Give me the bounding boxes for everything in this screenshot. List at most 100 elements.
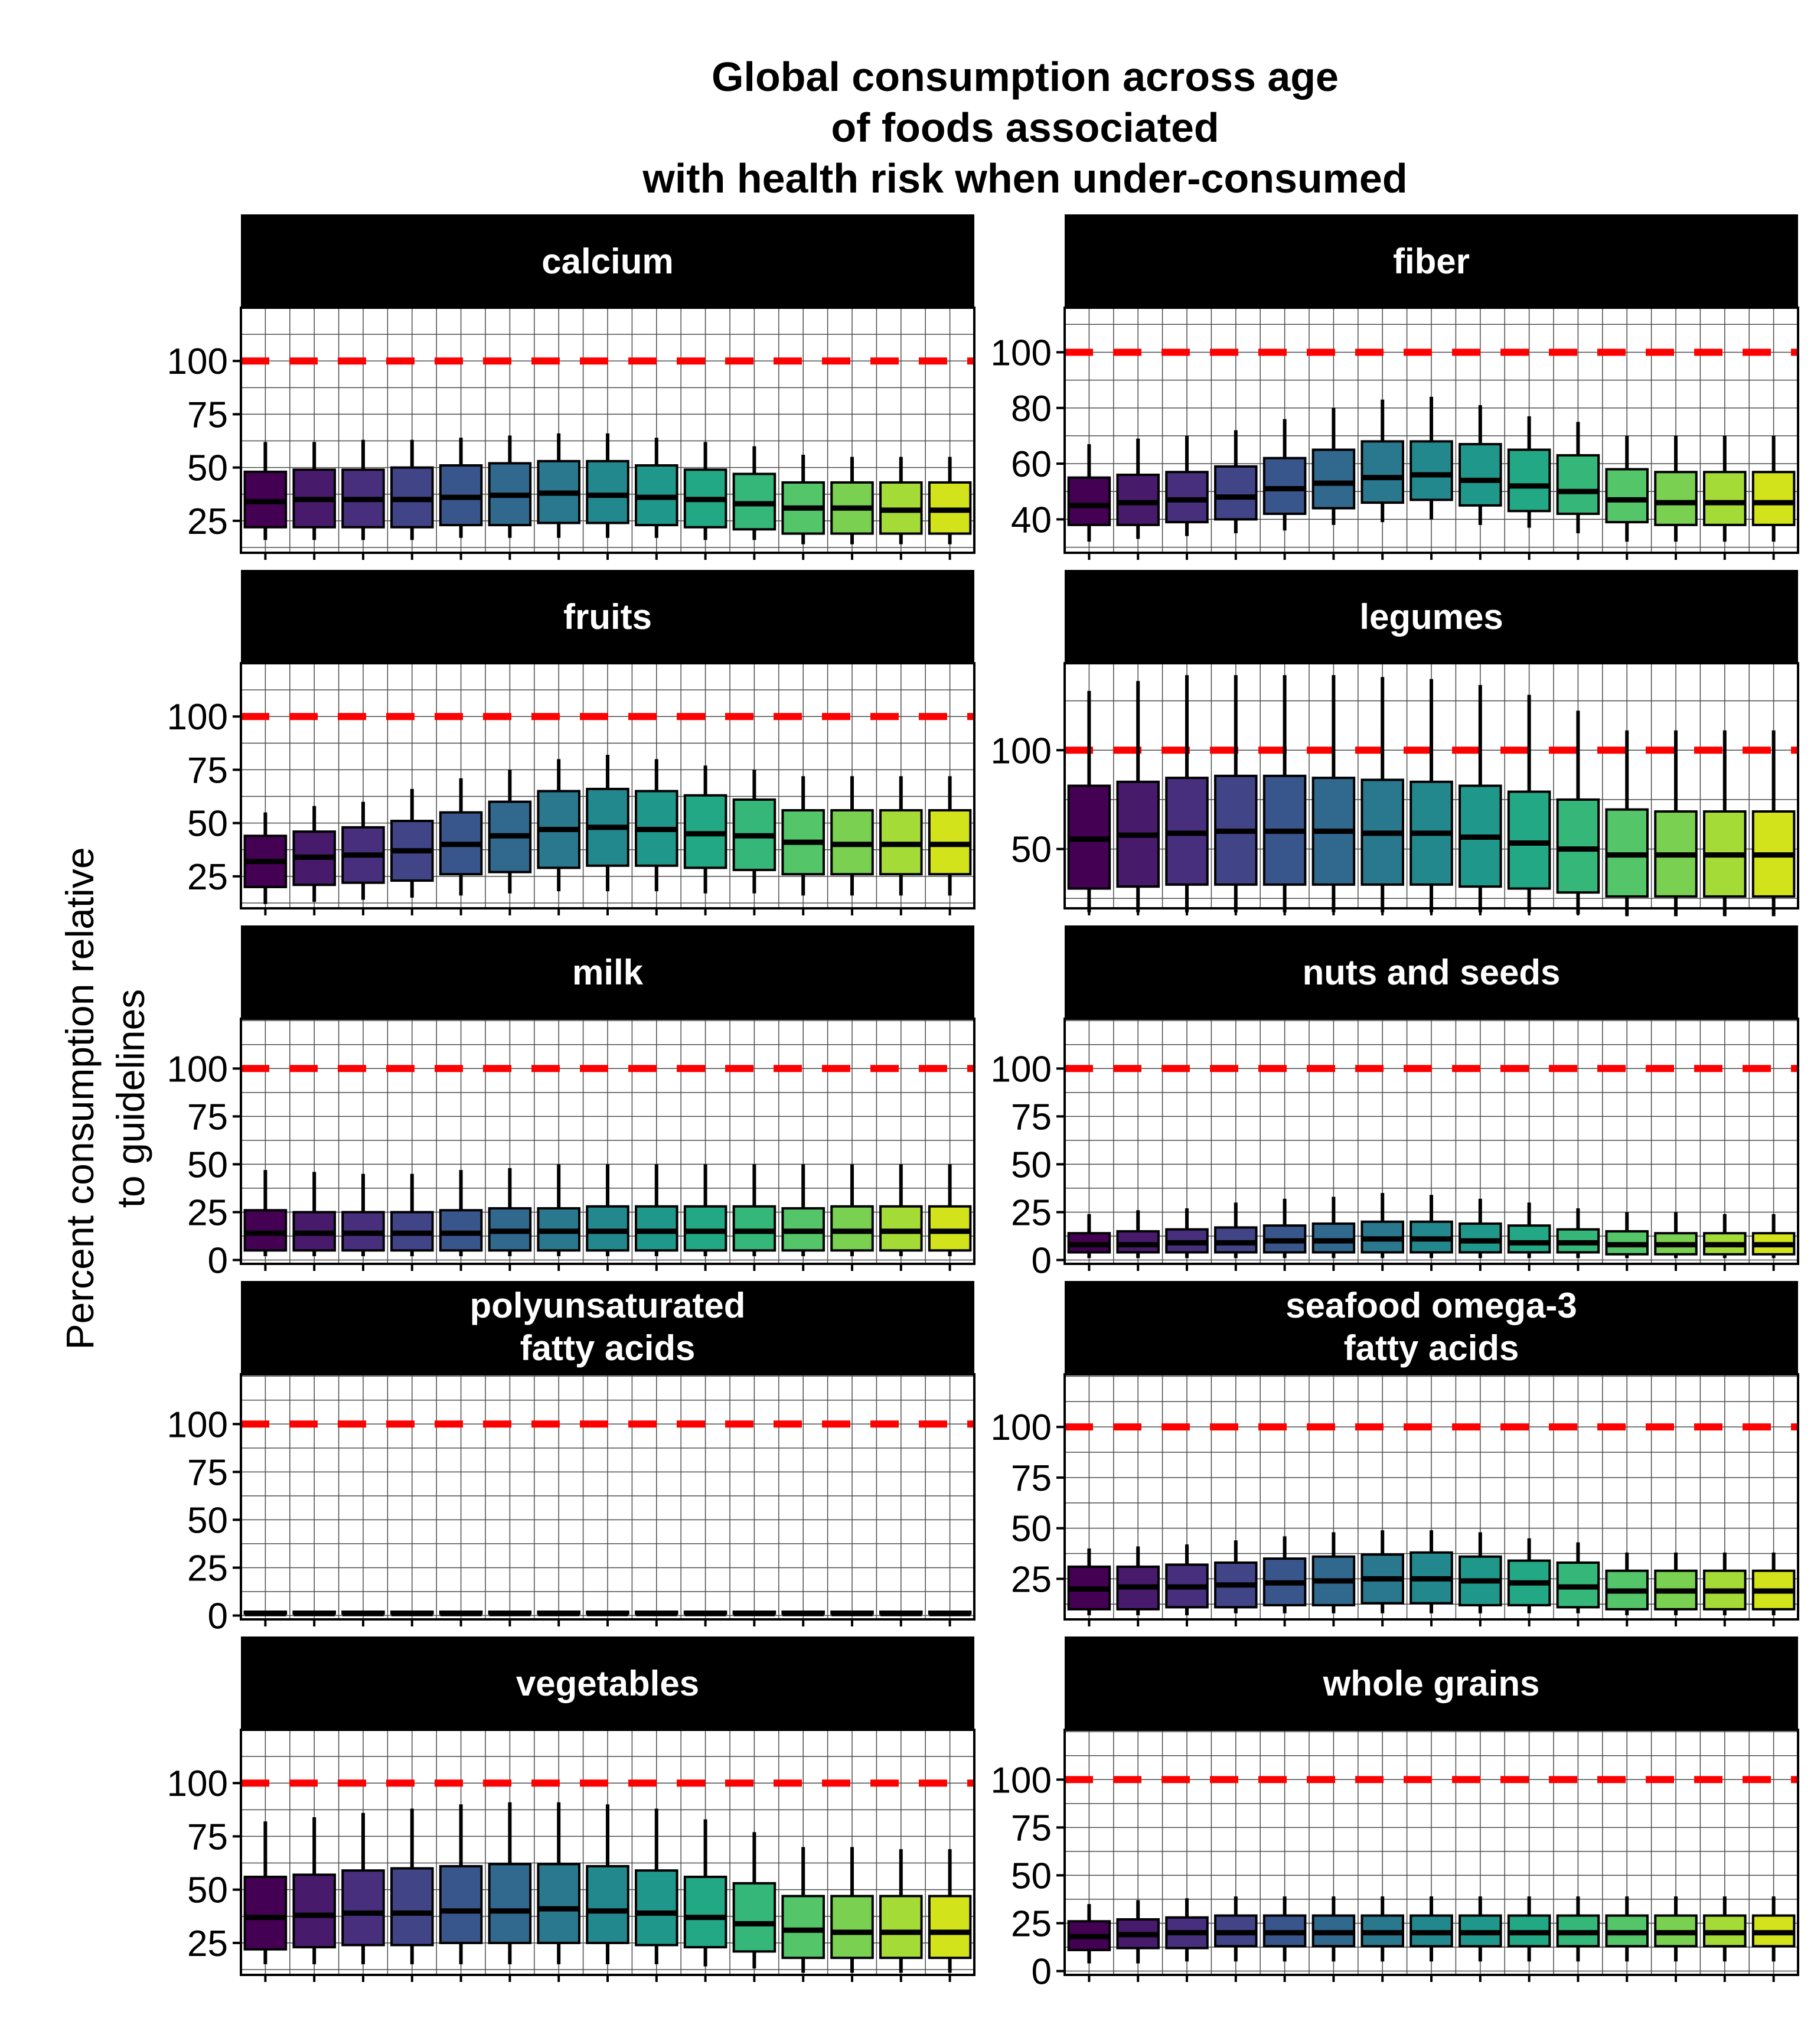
box-age-group-12 — [781, 1164, 825, 1257]
box-age-group-3 — [1165, 675, 1209, 912]
y-tick-label: 25 — [187, 857, 228, 898]
y-tick-label: 100 — [167, 341, 228, 382]
box-age-group-12 — [1605, 1896, 1649, 1962]
facet-strip-label: vegetables — [516, 1664, 699, 1703]
iqr-box — [586, 1205, 629, 1252]
facet-strip-label: fatty acids — [520, 1328, 696, 1368]
iqr-box — [1116, 473, 1160, 526]
facet-panel-3: legumes 50 100 — [991, 570, 1799, 917]
iqr-box — [830, 1895, 874, 1960]
iqr-box — [390, 1867, 434, 1947]
y-tick-label: 0 — [208, 1596, 228, 1637]
iqr-box — [439, 1864, 483, 1944]
box-age-group-3 — [341, 1173, 385, 1257]
y-tick-label: 75 — [187, 1097, 228, 1137]
y-tick-label: 75 — [1011, 1097, 1052, 1137]
y-tick-label: 100 — [167, 1404, 228, 1445]
facet-strip-label: fruits — [563, 597, 652, 637]
box-age-group-15 — [1751, 730, 1796, 917]
figure-title: Global consumption across age of foods a… — [642, 54, 1407, 201]
facet-strip-label: calcium — [541, 242, 673, 281]
box-age-group-3 — [341, 1611, 385, 1616]
y-tick-label: 100 — [167, 1763, 228, 1804]
box-age-group-13 — [830, 457, 874, 545]
iqr-box — [586, 459, 629, 524]
box-age-group-4 — [390, 439, 434, 540]
y-tick-label: 75 — [187, 750, 228, 791]
figure-title-line-3: with health risk when under-consumed — [642, 155, 1407, 201]
iqr-box — [928, 1895, 972, 1960]
box-age-group-9 — [635, 759, 678, 892]
facet-strip — [1065, 570, 1798, 663]
box-age-group-5 — [439, 1804, 483, 1964]
box-age-group-6 — [1311, 1896, 1356, 1962]
box-age-group-14 — [879, 776, 923, 896]
box-age-group-15 — [928, 457, 972, 545]
iqr-box — [683, 1876, 727, 1949]
facet-strip-label: seafood omega-3 — [1286, 1286, 1577, 1325]
y-axis-label-line-1: Percent consumption relative — [58, 847, 102, 1349]
box-age-group-5 — [439, 778, 483, 896]
box-age-group-11 — [732, 1164, 777, 1257]
y-tick-label: 0 — [1032, 1952, 1052, 1993]
y-tick-label: 75 — [1011, 1458, 1052, 1499]
box-age-group-2 — [292, 1172, 336, 1257]
box-age-group-11 — [732, 446, 777, 540]
box-age-group-5 — [1262, 1198, 1307, 1259]
facet-strip-label: milk — [572, 953, 644, 992]
iqr-box — [1165, 471, 1209, 524]
box-age-group-11 — [1556, 710, 1600, 915]
box-age-group-13 — [830, 1164, 874, 1257]
box-age-group-7 — [1360, 1193, 1404, 1259]
iqr-box — [1410, 440, 1453, 501]
y-tick-label: 100 — [991, 1407, 1052, 1448]
box-age-group-3 — [1165, 435, 1209, 536]
iqr-box — [1556, 454, 1600, 515]
facet-strip — [1065, 214, 1798, 308]
box-age-group-6 — [1311, 408, 1356, 525]
box-age-group-1 — [1067, 690, 1111, 912]
box-age-group-11 — [732, 1611, 777, 1616]
box-age-group-15 — [928, 1164, 972, 1257]
y-tick-label: 25 — [187, 1924, 228, 1964]
box-age-group-9 — [1459, 405, 1502, 525]
iqr-box — [537, 1863, 580, 1944]
box-age-group-1 — [243, 442, 288, 540]
box-age-group-11 — [1556, 1208, 1600, 1259]
y-tick-label: 40 — [1011, 500, 1052, 540]
y-tick-label: 50 — [187, 804, 228, 845]
box-age-group-5 — [439, 1611, 483, 1616]
box-age-group-3 — [1165, 1898, 1209, 1962]
facet-strip-label: nuts and seeds — [1303, 953, 1561, 992]
facet-panel-8: vegetables 25 50 75 100 — [167, 1636, 975, 1982]
box-age-group-8 — [586, 1804, 629, 1964]
y-axis-label-line-2: to guidelines — [109, 989, 152, 1208]
box-age-group-4 — [390, 1808, 434, 1964]
iqr-box — [879, 1895, 923, 1960]
iqr-box — [635, 1869, 678, 1947]
box-age-group-4 — [1214, 1540, 1258, 1613]
iqr-box — [732, 1205, 777, 1252]
box-age-group-1 — [243, 1611, 288, 1616]
box-age-group-10 — [1507, 1202, 1551, 1259]
box-age-group-6 — [488, 1611, 532, 1616]
box-age-group-8 — [1410, 1896, 1453, 1962]
box-age-group-7 — [537, 1164, 580, 1257]
box-age-group-9 — [1459, 1532, 1502, 1613]
box-age-group-11 — [1556, 422, 1600, 533]
box-age-group-7 — [537, 1611, 580, 1616]
box-age-group-13 — [1654, 1212, 1698, 1259]
box-age-group-15 — [1751, 1214, 1796, 1259]
box-age-group-11 — [1556, 1896, 1600, 1962]
box-age-group-9 — [635, 1611, 678, 1616]
facet-strip — [241, 1636, 974, 1730]
facet-strip — [241, 1281, 974, 1374]
box-age-group-14 — [879, 1611, 923, 1616]
box-age-group-5 — [1262, 1536, 1307, 1613]
facet-strip-label: fatty acids — [1344, 1328, 1519, 1368]
iqr-box — [243, 1209, 288, 1252]
box-age-group-1 — [243, 812, 288, 904]
box-age-group-3 — [341, 1812, 385, 1964]
box-age-group-4 — [1214, 1896, 1258, 1962]
